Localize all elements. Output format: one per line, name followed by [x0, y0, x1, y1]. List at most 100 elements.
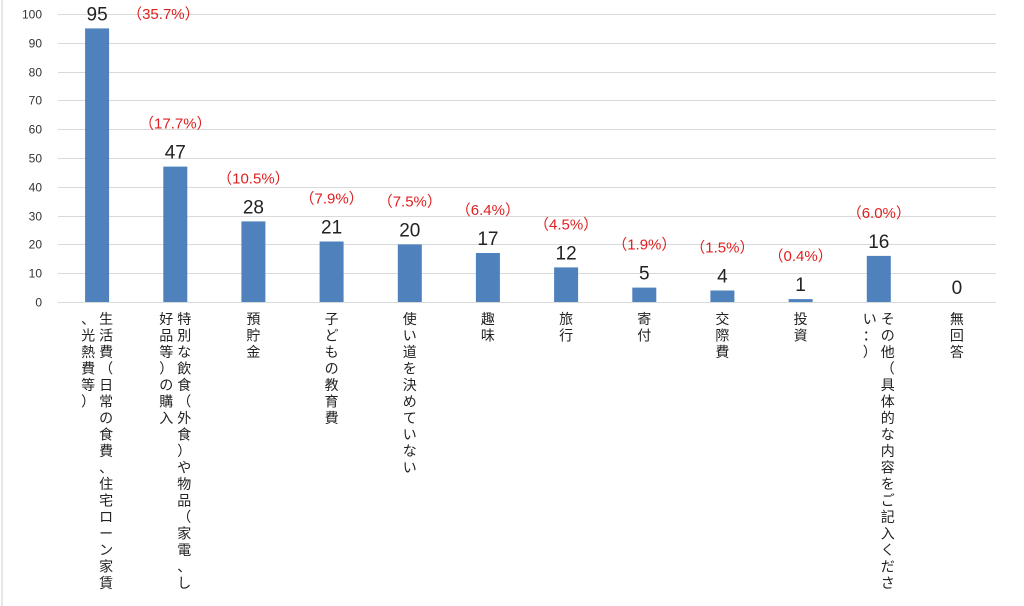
category-label-char: や [177, 461, 191, 477]
y-tick-label: 10 [29, 267, 43, 281]
category-label-char: 育 [325, 395, 339, 411]
y-tick-label: 80 [29, 66, 43, 80]
category-label-char: 付 [637, 329, 651, 345]
value-label: 1 [795, 275, 806, 296]
category-label-char: ） [863, 345, 877, 361]
category-label-char: さ [881, 576, 895, 592]
category-label-char: 入 [881, 527, 895, 543]
category-label-char: ー [99, 527, 113, 543]
category-label-char: な [177, 345, 191, 361]
category-label-char: 味 [481, 329, 495, 345]
bar [163, 166, 188, 302]
category-label-char: 光 [81, 329, 95, 345]
bar [866, 255, 891, 302]
category-label-char: い [863, 312, 877, 328]
category-label-char: 具 [881, 378, 895, 394]
category-label-char: 宅 [99, 494, 113, 510]
category-label-char: ロ [99, 510, 113, 526]
category-label-char: 子 [325, 312, 339, 328]
category-label-char: ） [177, 444, 191, 460]
y-tick-label: 60 [29, 123, 43, 137]
category-label-char: 電 [177, 543, 191, 559]
category-label-char: 、 [99, 461, 113, 477]
category-label-char: を [881, 477, 895, 493]
value-label: 5 [639, 264, 650, 285]
category-label-char: も [325, 345, 339, 361]
category-label-char: な [403, 444, 417, 460]
category-label-char: 記 [881, 509, 895, 526]
category-label-char: 行 [559, 329, 573, 345]
category-label-char: 容 [881, 460, 895, 477]
category-label-char: め [403, 395, 417, 411]
category-label-char: 無 [950, 312, 964, 328]
category-label-char: 品 [177, 494, 191, 510]
y-tick-label: 40 [29, 181, 43, 195]
value-label: 95 [87, 4, 108, 25]
category-label-char: 他 [881, 345, 895, 361]
percent-label: （7.5%） [378, 193, 442, 210]
percent-label: （6.4%） [456, 202, 520, 219]
value-label: 4 [717, 267, 728, 288]
category-label-char: 回 [950, 329, 964, 345]
category-label-char: 家 [177, 526, 191, 543]
category-label-char: 金 [246, 345, 260, 361]
category-label-char: な [881, 428, 895, 444]
y-tick-label: 30 [29, 210, 43, 224]
bar [319, 241, 344, 302]
category-label-char: 品 [159, 329, 173, 345]
category-label-char: く [881, 543, 895, 559]
bar [632, 287, 657, 302]
percent-label: （1.9%） [612, 237, 676, 254]
percent-label: （35.7%） [127, 6, 200, 23]
category-label-char: 等 [159, 344, 173, 361]
category-label-char: 趣 [481, 312, 495, 328]
category-label-char: 食 [177, 377, 191, 394]
category-label-char: を [403, 362, 417, 378]
category-label-char: 入 [159, 411, 173, 427]
value-label: 47 [165, 143, 186, 164]
category-label-char: 、 [177, 560, 191, 576]
category-label-char: 的 [881, 411, 895, 427]
category-label-char: 寄 [637, 311, 651, 328]
bar [554, 267, 579, 302]
category-label-char: 、 [81, 312, 95, 328]
category-label-char: ど [325, 329, 339, 345]
category-label-char: 日 [99, 378, 113, 394]
value-label: 28 [243, 197, 264, 218]
category-label-char: 投 [794, 312, 808, 328]
category-label-char: 住 [99, 477, 113, 493]
category-label-char: 好 [159, 312, 173, 328]
category-label-char: て [403, 411, 417, 427]
category-label-char: 答 [950, 344, 964, 361]
value-label: 21 [321, 218, 342, 239]
bar [397, 244, 422, 302]
value-label: 12 [556, 243, 577, 264]
category-label-char: 教 [325, 378, 339, 394]
category-label-char: 使 [403, 311, 417, 328]
value-label: 20 [399, 220, 420, 241]
bar [85, 28, 110, 303]
bar [710, 290, 735, 302]
percent-label: （4.5%） [534, 216, 598, 233]
value-label: 17 [477, 229, 498, 250]
category-label-char: 交 [715, 311, 729, 328]
category-label-char: 熱 [81, 345, 95, 361]
y-tick-label: 90 [29, 37, 43, 51]
percent-label: （10.5%） [217, 170, 290, 187]
category-label-char: 特 [177, 312, 191, 328]
category-label-char: の [325, 362, 339, 378]
category-label-char: 食 [99, 427, 113, 444]
category-label-char: 常 [99, 395, 113, 411]
category-label-char: 際 [715, 329, 729, 345]
category-label-char: 貯 [246, 329, 260, 345]
value-label: 0 [952, 278, 963, 299]
category-label-char: 費 [81, 362, 95, 378]
category-label-char: 道 [403, 345, 417, 361]
category-label-char: い [403, 329, 417, 345]
percent-label: （1.5%） [690, 240, 754, 257]
category-label-char: 家 [99, 559, 113, 576]
y-tick-label: 0 [35, 296, 42, 310]
percent-label: （17.7%） [139, 116, 212, 133]
